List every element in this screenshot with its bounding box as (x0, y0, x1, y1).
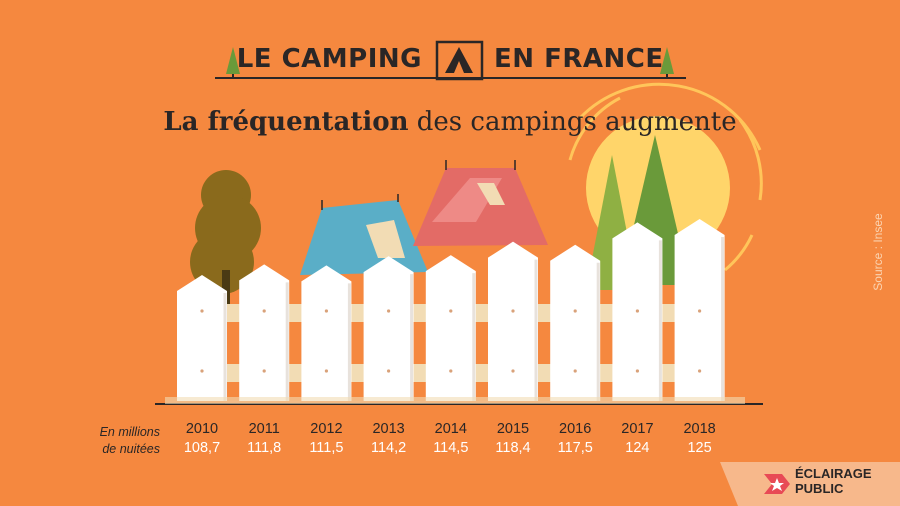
tent-blue (300, 194, 428, 275)
nail (324, 369, 328, 373)
header-decoration (215, 40, 686, 81)
data-label: 117,5 (557, 440, 593, 456)
title-right: EN FRANCE (494, 44, 664, 74)
bar-2013 (363, 256, 414, 401)
tent-red (413, 160, 548, 246)
logo-line2: PUBLIC (795, 481, 844, 496)
nail (262, 309, 266, 313)
tick-label: 2012 (310, 421, 343, 437)
tick-label: 2016 (559, 421, 592, 437)
tick-label: 2011 (248, 421, 280, 437)
nail (200, 309, 204, 313)
logo (720, 462, 900, 506)
tick-label: 2010 (185, 421, 219, 437)
nail (698, 309, 702, 313)
tick-label: 2013 (372, 421, 405, 437)
nail (324, 309, 328, 313)
data-label: 111,5 (309, 440, 344, 456)
unit-note-line1: En millions (99, 425, 160, 439)
bar-2010 (177, 275, 227, 401)
data-label: 114,2 (370, 440, 407, 456)
round-tree (190, 170, 261, 310)
subtitle-rest: des campings augmente (416, 107, 737, 137)
nail (387, 369, 391, 373)
pine-small-left-icon (226, 47, 240, 79)
subtitle-bold: La fréquentation (163, 107, 409, 137)
source-note: Source : Insee (871, 213, 885, 291)
data-label: 118,4 (495, 440, 531, 456)
data-label: 111,8 (247, 440, 282, 456)
tick-label: 2017 (621, 421, 654, 437)
unit-note-line2: de nuitées (102, 442, 160, 456)
nail (573, 369, 577, 373)
tick-label: 2014 (434, 421, 467, 437)
nail (635, 309, 640, 313)
nail (449, 309, 453, 313)
bar-2014 (425, 255, 476, 401)
tent-icon (435, 40, 484, 81)
title-left: LE CAMPING (236, 44, 422, 74)
logo-text: ÉCLAIRAGE PUBLIC (795, 466, 872, 496)
data-label: 114,5 (433, 440, 469, 456)
nail (698, 369, 702, 373)
logo-line1: ÉCLAIRAGE (795, 466, 872, 481)
bar-2016 (550, 244, 601, 401)
pine-small-right-icon (660, 47, 674, 79)
bar-2015 (488, 241, 538, 401)
data-label: 108,7 (183, 440, 221, 456)
nail (449, 369, 453, 373)
nail (573, 309, 577, 313)
page-title: La fréquentation des campings augmente (0, 107, 900, 137)
logo-star-icon (764, 474, 790, 494)
bar-2011 (239, 264, 290, 401)
data-label: 125 (687, 440, 712, 456)
nail (635, 369, 640, 373)
nail (262, 369, 266, 373)
data-label: 124 (625, 440, 650, 456)
nail (200, 369, 204, 373)
nail (511, 369, 515, 373)
tick-label: 2015 (496, 421, 530, 437)
nail (387, 309, 391, 313)
nail (511, 309, 515, 313)
bars (177, 219, 725, 401)
bar-2012 (301, 265, 352, 401)
ground-strip (165, 397, 745, 404)
tick-label: 2018 (683, 421, 716, 437)
